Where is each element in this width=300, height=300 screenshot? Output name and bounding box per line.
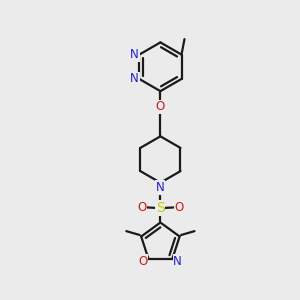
Text: N: N [130,73,139,85]
Text: S: S [156,201,165,215]
Text: N: N [130,48,139,61]
Text: O: O [139,255,148,268]
Text: O: O [156,100,165,113]
Text: N: N [156,181,165,194]
Text: N: N [173,255,182,268]
Text: O: O [174,201,184,214]
Text: O: O [137,201,147,214]
